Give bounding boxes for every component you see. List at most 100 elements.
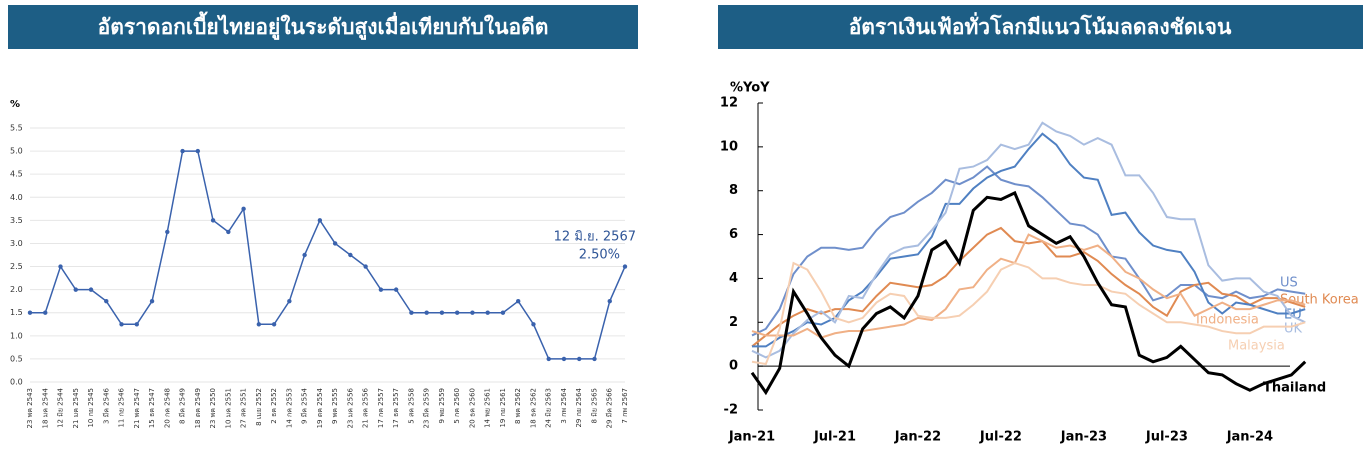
y-tick-label: 8 <box>729 183 738 198</box>
x-tick-label: 14 กค 2553 <box>285 388 293 428</box>
legend-label: Malaysia <box>1228 339 1285 354</box>
y-tick-label: 4.0 <box>10 193 23 202</box>
x-tick-label: 10 กย 2545 <box>87 388 95 428</box>
x-tick-label: 21 สค 2556 <box>362 387 370 428</box>
x-tick-label: 29 กย 2564 <box>575 387 583 427</box>
x-tick-label: 9 พย 2559 <box>438 388 446 423</box>
y-tick-label: 4.5 <box>10 170 23 179</box>
data-line <box>30 150 626 360</box>
data-point <box>88 287 94 292</box>
annotation: 12 มิ.ย. 2567 <box>554 230 636 245</box>
data-point <box>485 310 490 315</box>
x-tick-label: 20 กค 2548 <box>163 388 171 428</box>
x-tick-label: 8 มิย 2565 <box>590 388 598 423</box>
chart-title: อัตราดอกเบี้ยไทยอยู่ในระดับสูงเมื่อเทียบ… <box>98 11 549 41</box>
data-point <box>531 322 536 327</box>
x-tick-label: Jul-21 <box>813 430 856 445</box>
y-tick-label: 5.0 <box>10 147 23 156</box>
data-point <box>577 356 582 362</box>
header-bar <box>718 5 1363 49</box>
x-tick-label: 23 พค 2550 <box>209 388 217 428</box>
data-line <box>751 261 1306 366</box>
y-tick-label: 2.0 <box>10 285 23 294</box>
y-tick-label: 4 <box>729 271 738 286</box>
data-point <box>470 310 475 315</box>
x-tick-label: 19 ตค 2554 <box>316 387 324 428</box>
x-tick-label: 5 กค 2560 <box>453 388 461 424</box>
y-tick-label: 6 <box>729 227 738 242</box>
y-tick-label: 2 <box>729 315 738 330</box>
legend-label: US <box>1280 276 1298 291</box>
legend-label: Thailand <box>1263 381 1326 396</box>
data-point <box>256 322 262 327</box>
x-tick-label: 17 กค 2557 <box>377 388 385 428</box>
y-tick-label: 5.5 <box>10 124 23 133</box>
y-tick-label: 3.0 <box>10 239 23 248</box>
data-point <box>195 148 201 154</box>
data-point <box>43 310 48 315</box>
data-point <box>134 322 139 327</box>
data-point <box>271 322 277 327</box>
x-tick-label: Jul-22 <box>979 430 1022 445</box>
annotation: 2.50% <box>579 248 620 263</box>
chart-title: อัตราเงินเฟ้อทั่วโลกมีแนวโน้มลดลงชัดเจน <box>849 11 1232 39</box>
y-axis-label: % <box>10 99 20 110</box>
data-point <box>241 206 246 212</box>
data-point <box>546 356 551 362</box>
data-point <box>119 322 124 327</box>
data-point <box>516 298 521 304</box>
data-point <box>607 298 612 304</box>
data-point <box>500 310 506 315</box>
data-point <box>393 287 399 292</box>
x-tick-label: 3 มีค 2546 <box>102 387 110 424</box>
data-point <box>104 298 109 304</box>
x-tick-label: 27 สค 2551 <box>240 388 248 428</box>
x-tick-label: 23 พค 2543 <box>26 388 34 428</box>
data-line <box>751 121 1306 359</box>
x-tick-label: 7 กพ 2567 <box>621 388 629 424</box>
y-tick-label: 1.0 <box>10 331 23 340</box>
header-bar <box>8 5 638 49</box>
x-tick-label: 21 พค 2547 <box>133 388 141 428</box>
x-tick-label: 29 มีค 2566 <box>606 387 614 428</box>
data-line <box>751 165 1306 337</box>
y-tick-label: 2.5 <box>10 262 23 271</box>
x-tick-label: 12 มิย 2544 <box>57 387 65 427</box>
x-tick-label: 18 มค 2544 <box>41 387 49 428</box>
data-line <box>751 226 1306 348</box>
data-point <box>561 356 567 362</box>
y-tick-label: -2 <box>724 403 738 418</box>
data-point <box>302 252 307 258</box>
y-tick-label: 12 <box>720 96 738 111</box>
x-tick-label: Jan-24 <box>1226 430 1273 445</box>
data-point <box>378 287 384 292</box>
x-tick-label: 3 กพ 2564 <box>560 387 568 423</box>
x-tick-label: 18 ธค 2562 <box>529 388 537 428</box>
x-tick-label: 8 มีค 2549 <box>179 388 187 424</box>
y-tick-label: 0 <box>729 359 738 374</box>
x-tick-label: Jan-23 <box>1060 430 1107 445</box>
data-point <box>454 310 460 315</box>
data-point <box>317 218 323 223</box>
data-point <box>226 229 231 235</box>
x-tick-label: 2 ธค 2552 <box>270 388 278 424</box>
data-point <box>149 298 155 304</box>
x-tick-label: 14 พย 2561 <box>484 388 492 428</box>
x-tick-label: 15 ธค 2547 <box>148 388 156 428</box>
x-tick-label: 5 สค 2558 <box>407 388 415 424</box>
x-tick-label: Jan-21 <box>728 430 775 445</box>
data-point <box>622 264 628 269</box>
x-tick-label: 9 พค 2555 <box>331 388 339 424</box>
data-point <box>363 264 368 269</box>
x-tick-label: 8 พค 2562 <box>514 388 522 424</box>
data-point <box>27 310 33 315</box>
x-tick-label: Jan-22 <box>894 430 941 445</box>
data-point <box>73 287 78 292</box>
y-axis-label: %YoY <box>730 81 770 96</box>
data-point <box>592 356 597 362</box>
x-tick-label: Jul-23 <box>1145 430 1188 445</box>
x-tick-label: 19 กย 2561 <box>499 388 507 428</box>
data-point <box>287 298 292 304</box>
x-tick-label: 10 มค 2551 <box>224 388 232 428</box>
